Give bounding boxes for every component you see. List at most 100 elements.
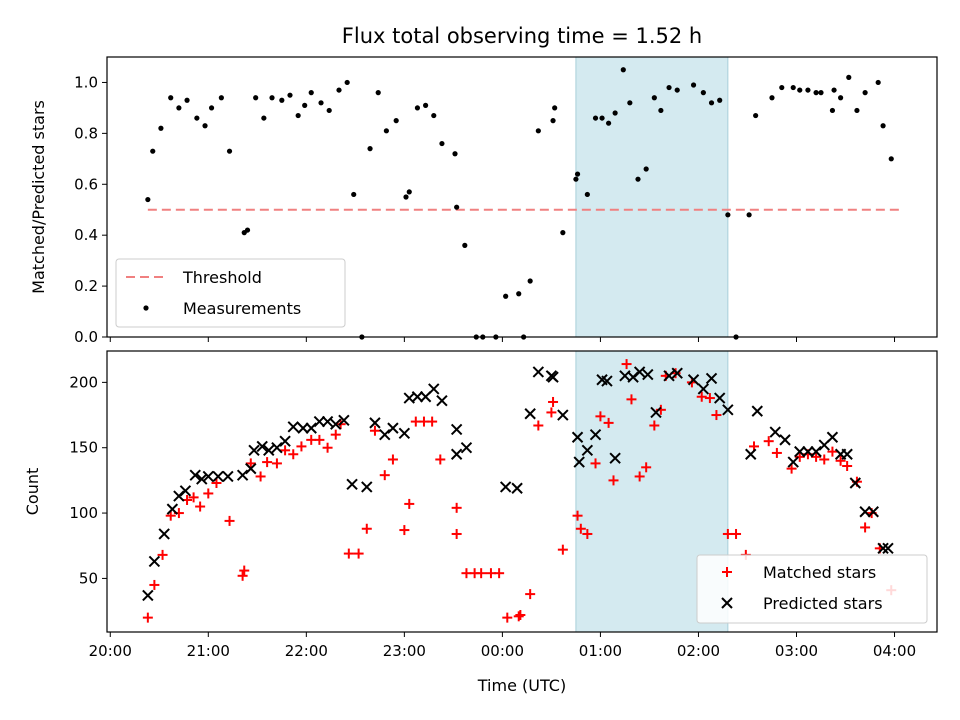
x-b xyxy=(557,409,569,421)
predicted-star-point xyxy=(450,423,463,436)
legend-x-marker xyxy=(721,597,733,609)
measurement-point xyxy=(226,148,233,154)
measurement-point xyxy=(295,112,301,119)
measurement-point xyxy=(302,102,308,108)
count-legend-box xyxy=(696,554,928,624)
x-b xyxy=(450,448,463,460)
x-b xyxy=(571,431,584,443)
ratio-legend: Threshold Measurements xyxy=(115,258,346,328)
x-b xyxy=(671,367,683,379)
measurement-point xyxy=(854,107,860,114)
x-b xyxy=(428,383,440,395)
measurement-point xyxy=(560,230,566,236)
matched-star-point xyxy=(860,522,871,533)
measurement-point xyxy=(375,90,381,96)
x-b xyxy=(596,374,608,386)
count-y-tick-label: 200 xyxy=(69,373,98,391)
x-b xyxy=(222,470,234,483)
ratio-panel: 0.0 0.2 0.4 0.6 0.8 1.0 Flux total observing … xyxy=(29,24,938,346)
matched-star-point xyxy=(626,394,637,405)
predicted-star-point xyxy=(779,434,791,446)
matched-star-point xyxy=(641,462,652,473)
measurement-point xyxy=(516,291,522,297)
matched-star-point xyxy=(271,458,282,469)
x-b xyxy=(263,444,275,457)
measurement-point xyxy=(643,166,649,172)
measurement-point xyxy=(690,82,697,88)
measurement-point xyxy=(414,105,421,111)
measurement-point xyxy=(452,151,458,157)
measurement-point xyxy=(202,123,208,129)
measurement-point xyxy=(813,90,819,96)
x-b xyxy=(642,368,654,381)
measurement-point xyxy=(888,156,894,162)
measurement-point xyxy=(326,107,332,114)
predicted-star-point xyxy=(794,445,806,458)
predicted-star-point xyxy=(379,428,391,441)
measurement-point xyxy=(666,84,672,91)
matched-star-point xyxy=(387,454,398,465)
predicted-star-point xyxy=(524,408,536,420)
x-b xyxy=(212,470,224,483)
measurements-series xyxy=(145,67,894,340)
measurement-point xyxy=(403,194,409,200)
measurement-point xyxy=(269,95,275,101)
predicted-star-point xyxy=(369,417,381,429)
x-b xyxy=(601,375,613,387)
matched-star-point xyxy=(476,568,487,579)
matched-star-point xyxy=(546,407,557,418)
predicted-star-point xyxy=(697,383,710,395)
x-b xyxy=(166,503,179,515)
x-b xyxy=(663,370,675,382)
predicted-star-point xyxy=(338,414,350,426)
x-b xyxy=(256,440,268,453)
x-b xyxy=(826,431,839,443)
predicted-star-point xyxy=(751,405,763,417)
ratio-y-tick-label: 0.4 xyxy=(74,226,98,244)
matched-star-point xyxy=(451,502,462,513)
x-b xyxy=(158,528,170,540)
count-plot-frame xyxy=(106,350,938,633)
measurement-point xyxy=(279,97,285,103)
measurement-point xyxy=(838,95,844,101)
matched-star-point xyxy=(288,449,299,460)
x-b xyxy=(859,506,871,518)
matched-star-point xyxy=(404,498,415,509)
x-b xyxy=(609,452,621,464)
x-tick-label: 01:00 xyxy=(579,642,622,660)
measurement-point xyxy=(658,107,664,114)
ratio-plot-frame xyxy=(106,56,938,338)
measurement-point xyxy=(336,87,342,93)
matched-star-point xyxy=(548,396,559,407)
x-b xyxy=(511,482,523,494)
matched-star-point xyxy=(237,570,248,581)
predicted-star-point xyxy=(787,456,799,468)
count-y-tick-label: 150 xyxy=(69,439,98,457)
matched-star-point xyxy=(835,455,846,466)
predicted-star-point xyxy=(305,422,317,434)
measurement-point xyxy=(875,79,881,86)
matched-star-point xyxy=(435,454,446,465)
measurement-point xyxy=(818,90,824,96)
ratio-y-tick-label: 0.6 xyxy=(74,175,98,193)
x-b xyxy=(882,542,894,555)
matched-star-point xyxy=(533,420,544,431)
predicted-star-point xyxy=(460,442,473,454)
x-tick-label: 20:00 xyxy=(89,642,132,660)
predicted-star-point xyxy=(849,477,862,489)
x-b xyxy=(450,423,463,436)
matched-star-point xyxy=(195,501,206,512)
measurement-point xyxy=(527,278,533,284)
x-b xyxy=(287,421,299,433)
matched-star-point xyxy=(763,436,774,447)
legend-measurements-swatch xyxy=(143,305,149,311)
measurement-point xyxy=(503,293,509,299)
x-b xyxy=(369,417,381,429)
measurement-point xyxy=(769,95,775,101)
matched-star-point xyxy=(696,391,707,402)
x-b xyxy=(650,406,662,419)
x-b xyxy=(802,445,814,458)
observing-window-shade xyxy=(575,56,729,338)
predicted-star-point xyxy=(713,392,726,404)
predicted-star-point xyxy=(256,440,268,453)
